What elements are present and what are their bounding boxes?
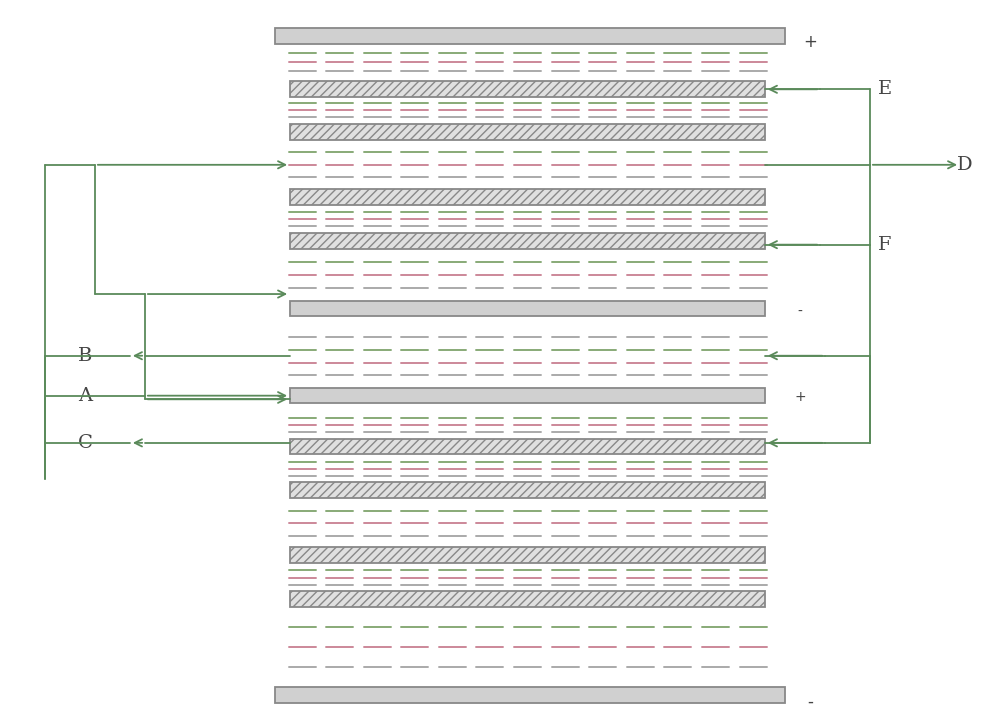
Bar [290, 482, 765, 498]
Text: +: + [794, 390, 806, 404]
Text: C: C [78, 434, 92, 452]
Bar [290, 547, 765, 563]
Text: -: - [807, 693, 813, 710]
Text: D: D [957, 156, 973, 174]
Bar [290, 81, 765, 97]
Text: A: A [78, 387, 92, 404]
Text: F: F [878, 236, 892, 253]
Bar [290, 124, 765, 140]
Bar [275, 687, 785, 703]
Bar [290, 189, 765, 205]
Bar [290, 388, 765, 403]
Text: +: + [803, 33, 817, 51]
Bar [275, 28, 785, 44]
Bar [290, 591, 765, 607]
Bar [290, 233, 765, 249]
Bar [290, 301, 765, 316]
Text: B: B [78, 347, 92, 364]
Text: -: - [798, 305, 802, 319]
Bar [290, 439, 765, 454]
Text: E: E [878, 81, 892, 98]
